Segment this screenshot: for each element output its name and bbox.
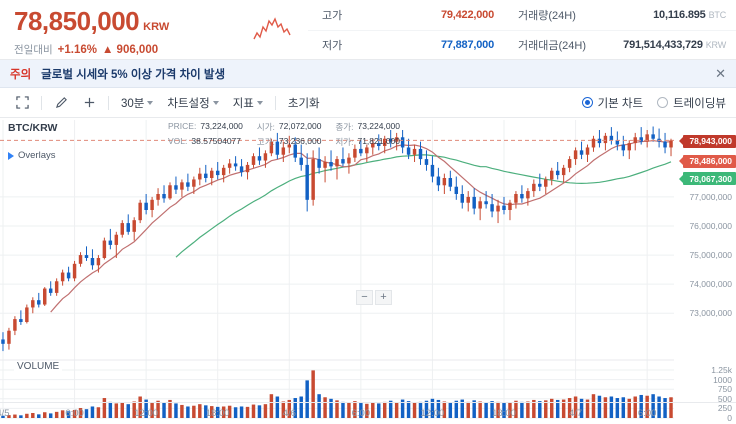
fullscreen-icon[interactable] xyxy=(8,89,36,117)
overlays-toggle[interactable]: Overlays xyxy=(8,150,55,161)
volume-panel-label: VOLUME xyxy=(14,361,63,372)
stat-value: 79,422,000 xyxy=(440,9,494,21)
price-tag: 78,943,000 xyxy=(679,134,736,148)
radio-selected-icon xyxy=(581,97,593,108)
notice-tag: 주의 xyxy=(10,68,32,81)
stat-unit: BTC xyxy=(708,10,727,20)
toolbar-divider xyxy=(41,95,42,110)
interval-label: 30분 xyxy=(121,97,145,110)
view-tradingview-label: 트레이딩뷰 xyxy=(673,97,726,110)
time-tick-label: 6:00 xyxy=(65,408,84,419)
price-currency: KRW xyxy=(143,21,170,33)
overlays-label: Overlays xyxy=(18,150,56,161)
chart-settings-label: 차트설정 xyxy=(167,97,210,110)
stat-value: 77,887,000 xyxy=(440,38,494,51)
candlestick-chart xyxy=(0,120,674,419)
price-tag: 78,067,300 xyxy=(679,172,736,186)
time-tick-label: 4/6 xyxy=(282,408,296,419)
chevron-down-icon xyxy=(147,100,154,105)
radio-unselected-icon xyxy=(657,97,669,108)
ticker-price-block: 78,850,000 KRW 전일대비 +1.16% ▲ 906,000 xyxy=(0,0,236,59)
time-tick-label: 4/5 xyxy=(0,408,10,419)
ticker-stats: 고가 79,422,000 저가 77,887,000 거래량(24H) 10,… xyxy=(308,0,736,59)
close-icon[interactable]: ✕ xyxy=(715,66,726,81)
chevron-down-icon xyxy=(212,100,219,105)
zoom-controls: − + xyxy=(356,290,392,305)
time-tick-label: 4/7 xyxy=(568,408,583,419)
plus-icon[interactable] xyxy=(75,89,103,117)
stat-value: 791,514,433,729 KRW xyxy=(623,38,726,51)
pencil-icon[interactable] xyxy=(47,89,75,117)
time-axis: 4/5 6:00 12:00 18:00 4/6 6:00 12:00 18:00 4/7 6:0… xyxy=(0,402,736,424)
change-label: 전일대비 xyxy=(14,44,53,56)
reset-label: 초기화 xyxy=(287,97,320,110)
notice-message: 글로벌 시세와 5% 이상 가격 차이 발생 xyxy=(41,68,226,81)
view-basic-label: 기본 차트 xyxy=(597,97,644,110)
reset-button[interactable]: 초기화 xyxy=(281,92,327,114)
stat-value: 10,116.895 BTC xyxy=(653,9,727,21)
chart-toolbar: 30분 차트설정 지표 초기화 기본 차트 트레이딩뷰 xyxy=(0,88,736,118)
toolbar-divider xyxy=(108,95,109,110)
stat-row: 거래대금(24H) 791,514,433,729 KRW xyxy=(504,29,736,59)
plus-icon[interactable]: + xyxy=(375,290,392,305)
chart-area[interactable]: BTC/KRW Overlays PRICE: 73,224,000 시가: 72,… xyxy=(0,118,736,424)
stat-row: 거래량(24H) 10,116.895 BTC xyxy=(504,1,736,30)
time-tick-label: 12:00 xyxy=(134,408,159,419)
stat-key: 고가 xyxy=(322,10,343,22)
interval-selector[interactable]: 30분 xyxy=(114,92,160,114)
time-tick-label: 18:00 xyxy=(492,408,516,419)
stat-row: 고가 79,422,000 xyxy=(308,1,504,30)
stat-unit: KRW xyxy=(705,39,726,50)
view-option-tradingview[interactable]: 트레이딩뷰 xyxy=(657,95,726,111)
price-tag: 78,486,000 xyxy=(679,154,736,168)
indicators-menu[interactable]: 지표 xyxy=(226,92,270,114)
toolbar-divider xyxy=(274,95,276,110)
price-sparkline-icon xyxy=(236,0,308,59)
time-tick-label: 18:00 xyxy=(205,408,230,419)
change-absolute: ▲ 906,000 xyxy=(101,43,159,56)
indicators-label: 지표 xyxy=(232,97,254,110)
notice-banner: 주의 글로벌 시세와 5% 이상 가격 차이 발생 ✕ xyxy=(0,60,736,88)
chart-settings-menu[interactable]: 차트설정 xyxy=(160,92,225,114)
time-tick-label: 12:00 xyxy=(420,408,445,419)
time-tick-label: 6:00 xyxy=(351,408,371,419)
stat-row: 저가 77,887,000 xyxy=(308,29,504,59)
stat-key: 거래대금(24H) xyxy=(518,39,586,52)
stat-key: 저가 xyxy=(322,39,343,52)
ticker-bar: 78,850,000 KRW 전일대비 +1.16% ▲ 906,000 고가 … xyxy=(0,0,736,60)
triangle-right-icon xyxy=(8,151,14,160)
minus-icon[interactable]: − xyxy=(356,290,373,305)
stat-key: 거래량(24H) xyxy=(518,10,576,22)
change-percent: +1.16% xyxy=(57,43,97,56)
chevron-down-icon xyxy=(256,100,263,105)
current-price: 78,850,000 xyxy=(14,6,140,36)
view-option-basic[interactable]: 기본 차트 xyxy=(581,95,644,111)
time-tick-label: 6:00 xyxy=(637,408,657,419)
